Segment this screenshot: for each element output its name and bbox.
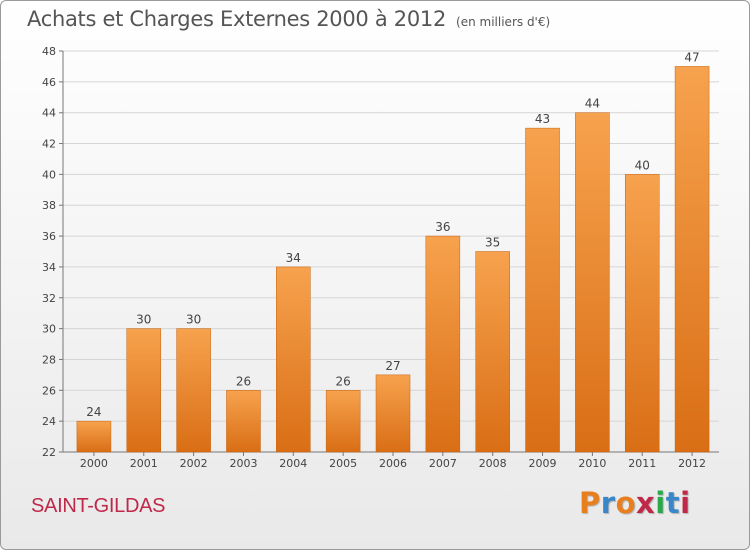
data-label-2008: 35 [485,236,500,250]
data-label-2003: 26 [236,374,251,388]
data-label-2005: 26 [336,374,351,388]
bar-2008 [475,251,510,453]
y-tick-label-30: 30 [42,323,56,336]
logo-letter: i [680,486,691,520]
bar-2007 [425,235,461,453]
bar-2005 [325,390,361,453]
x-tick-label-2009: 2009 [529,457,557,470]
logo-letter: P [579,486,601,520]
bar-2010 [575,112,610,453]
y-tick-label-22: 22 [42,446,56,459]
x-tick-labels: 2000 2001 2002 2003 2004 2005 2006 2007 2008 2009… [80,452,706,470]
y-tick-label-46: 46 [42,76,56,89]
y-tick-label-28: 28 [42,353,56,366]
y-tick-label-40: 40 [42,168,56,181]
bar-2004 [276,266,311,453]
bar-2006 [375,374,411,453]
data-label-2012: 47 [684,50,699,64]
y-tick-labels: 22 24 26 28 30 32 34 36 38 40 42 44 46 48 [42,45,56,459]
data-label-2007: 36 [435,220,450,234]
x-tick-label-2008: 2008 [479,457,507,470]
y-tick-label-26: 26 [42,384,56,397]
data-label-2009: 43 [535,112,550,126]
x-tick-label-2000: 2000 [80,457,108,470]
x-tick-label-2012: 2012 [678,457,706,470]
y-tick-label-34: 34 [42,261,56,274]
x-tick-label-2007: 2007 [429,457,457,470]
bar-2002 [176,328,211,453]
bar-2012 [674,66,710,453]
logo-letter: o [615,486,637,520]
commune-name: SAINT-GILDAS [31,495,166,517]
bar-2009 [525,127,560,453]
bars [76,66,710,453]
x-tick-label-2010: 2010 [578,457,606,470]
y-tick-label-24: 24 [42,415,56,428]
bar-2001 [126,328,162,453]
x-tick-label-2001: 2001 [130,457,158,470]
chart-title: Achats et Charges Externes 2000 à 2012 (e… [27,7,550,31]
x-tick-label-2011: 2011 [628,457,656,470]
y-tick-label-32: 32 [42,292,56,305]
chart-subtitle: (en milliers d'€) [456,15,551,29]
logo-letter: r [600,486,616,520]
chart-title-text: Achats et Charges Externes 2000 à 2012 [27,7,447,31]
bar-2000 [76,420,112,453]
bar-2003 [226,390,261,453]
data-label-2004: 34 [286,251,301,265]
y-tick-label-48: 48 [42,45,56,58]
logo-letter: t [665,486,681,520]
data-labels: 24 30 30 26 34 26 27 36 35 43 44 40 47 [86,50,699,419]
bar-2011 [624,174,660,453]
data-label-2000: 24 [86,405,101,419]
x-tick-label-2003: 2003 [229,457,257,470]
y-tick-label-36: 36 [42,230,56,243]
data-label-2002: 30 [186,313,201,327]
data-label-2006: 27 [385,359,400,373]
data-label-2001: 30 [136,313,151,327]
proxiti-logo[interactable]: Proxiti [579,486,691,520]
x-tick-label-2005: 2005 [329,457,357,470]
x-tick-label-2002: 2002 [180,457,208,470]
x-tick-label-2004: 2004 [279,457,307,470]
y-tick-label-44: 44 [42,107,56,120]
logo-letter: i [655,486,666,520]
logo-letter: x [636,486,656,520]
y-tick-label-38: 38 [42,199,56,212]
data-label-2011: 40 [635,158,650,172]
data-label-2010: 44 [585,97,600,111]
x-tick-label-2006: 2006 [379,457,407,470]
y-tick-label-42: 42 [42,138,56,151]
